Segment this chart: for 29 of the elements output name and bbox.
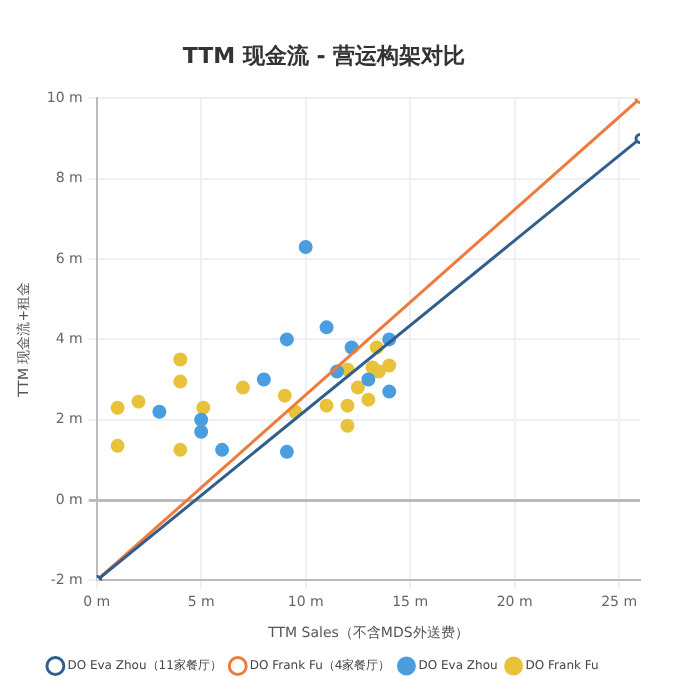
point bbox=[110, 400, 125, 415]
point bbox=[277, 388, 292, 403]
point bbox=[235, 380, 250, 395]
point bbox=[340, 398, 355, 413]
point bbox=[194, 424, 209, 439]
point bbox=[173, 374, 188, 389]
point bbox=[256, 372, 271, 387]
point bbox=[196, 400, 211, 415]
point bbox=[110, 438, 125, 453]
point bbox=[382, 358, 397, 373]
point bbox=[350, 380, 365, 395]
point bbox=[361, 392, 376, 407]
point bbox=[173, 442, 188, 457]
chart-title: TTM 现金流 - 营运构架对比 bbox=[182, 42, 466, 69]
point bbox=[173, 352, 188, 367]
point bbox=[298, 240, 313, 255]
point bbox=[194, 412, 209, 427]
point bbox=[319, 320, 334, 335]
point bbox=[371, 364, 386, 379]
point bbox=[340, 418, 355, 433]
point bbox=[279, 332, 294, 347]
point bbox=[361, 372, 376, 387]
point bbox=[152, 404, 167, 419]
point bbox=[131, 394, 146, 409]
point bbox=[382, 384, 397, 399]
point bbox=[634, 98, 640, 104]
point bbox=[319, 398, 334, 413]
point bbox=[215, 442, 230, 457]
point bbox=[279, 444, 294, 459]
